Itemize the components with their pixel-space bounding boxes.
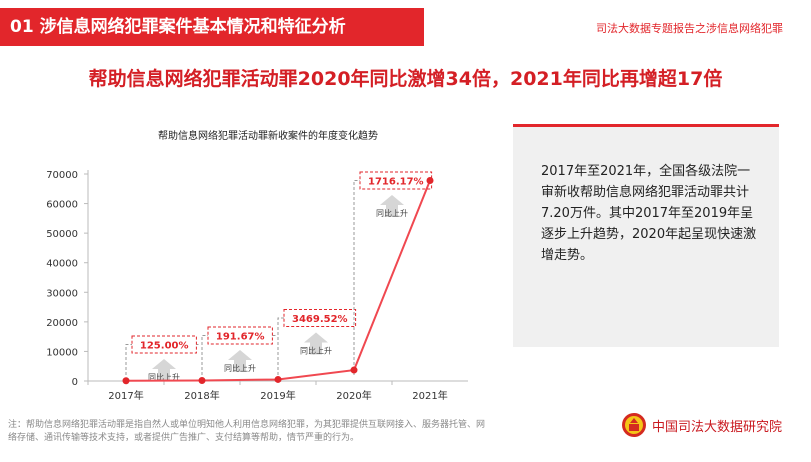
footnote: 注：帮助信息网络犯罪活动罪是指自然人或单位明知他人利用信息网络犯罪，为其犯罪提供… (8, 420, 486, 443)
x-tick-label: 2017年 (108, 389, 143, 402)
institute-name: 中国司法大数据研究院 (652, 420, 783, 435)
x-tick-label: 2018年 (184, 389, 219, 402)
chart-title: 帮助信息网络犯罪活动罪新收案件的年度变化趋势 (158, 129, 378, 142)
court-emblem-icon (622, 413, 646, 437)
header-bar: 01 涉信息网络犯罪案件基本情况和特征分析 (0, 8, 424, 46)
headline: 帮助信息网络犯罪活动罪2020年同比激增34倍，2021年同比再增超17倍 (88, 68, 723, 90)
x-tick-label: 2020年 (336, 389, 371, 402)
section-title: 01 涉信息网络犯罪案件基本情况和特征分析 (10, 17, 346, 37)
up-arrow-icon (152, 358, 176, 381)
growth-note: 同比上升 (148, 372, 180, 382)
up-arrow-icon (380, 195, 404, 218)
y-tick-label: 30000 (46, 288, 78, 299)
y-tick-label: 40000 (46, 259, 78, 270)
data-point (274, 375, 282, 383)
growth-note: 同比上升 (376, 208, 408, 218)
data-point (122, 377, 130, 385)
y-tick-label: 20000 (46, 318, 78, 329)
growth-label-box (131, 335, 197, 354)
growth-note: 同比上升 (224, 363, 256, 373)
y-tick-label: 0 (72, 377, 78, 388)
growth-label: 3469.52% (292, 314, 348, 325)
x-tick-label: 2019年 (260, 389, 295, 402)
y-tick-label: 60000 (46, 200, 78, 211)
report-subtitle: 司法大数据专题报告之涉信息网络犯罪 (596, 22, 783, 35)
y-tick-label: 70000 (46, 170, 78, 181)
growth-label: 1716.17% (368, 177, 424, 188)
line-chart: 帮助信息网络犯罪活动罪新收案件的年度变化趋势 0 10000 20000 30000 40… (46, 129, 468, 402)
growth-label-box (283, 309, 357, 328)
growth-label-box (207, 326, 273, 345)
data-point (426, 177, 434, 185)
x-tick-label: 2021年 (412, 389, 447, 402)
data-point (198, 376, 206, 384)
summary-panel: 2017年至2021年，全国各级法院一审新收帮助信息网络犯罪活动罪共计7.20万… (513, 124, 779, 347)
growth-note: 同比上升 (300, 346, 332, 356)
growth-label: 191.67% (216, 331, 265, 342)
up-arrow-icon (228, 349, 252, 372)
growth-bracket (125, 343, 200, 375)
y-tick-label: 10000 (46, 347, 78, 358)
growth-label: 125.00% (140, 340, 189, 351)
summary-text: 2017年至2021年，全国各级法院一审新收帮助信息网络犯罪活动罪共计7.20万… (541, 164, 757, 263)
data-point (350, 366, 358, 374)
up-arrow-icon (304, 332, 328, 355)
y-tick-label: 50000 (46, 229, 78, 240)
